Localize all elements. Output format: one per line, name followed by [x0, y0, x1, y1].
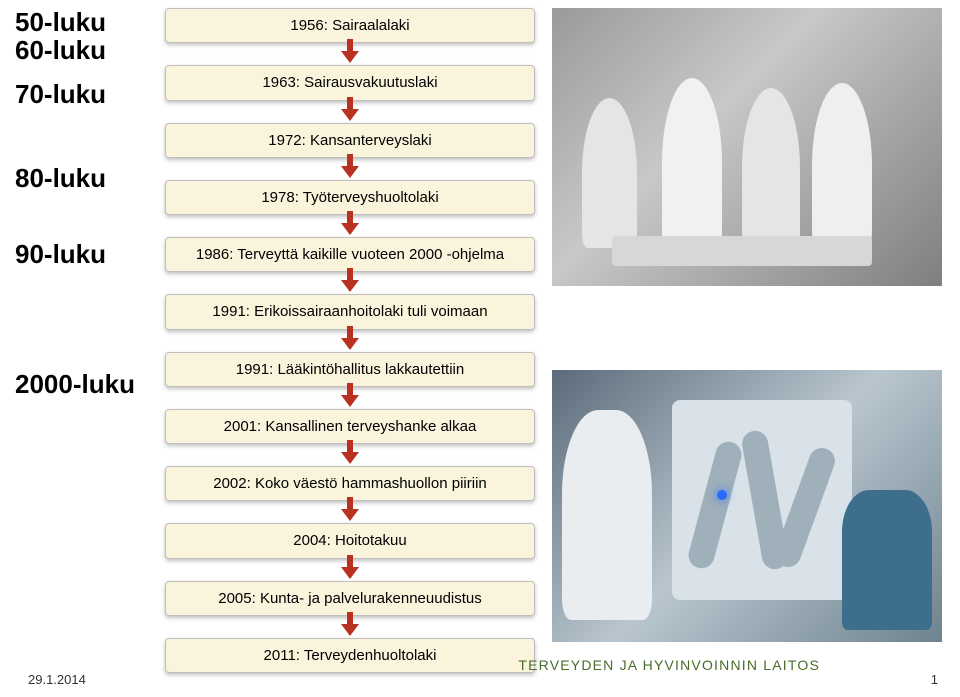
- timeline-item: 1963: Sairausvakuutuslaki: [165, 65, 535, 100]
- timeline-bar: 2004: Hoitotakuu: [165, 523, 535, 558]
- footer-brand: TERVEYDEN JA HYVINVOINNIN LAITOS: [518, 657, 820, 673]
- footer-page-number: 1: [931, 672, 938, 687]
- timeline-bar: 1991: Erikoissairaanhoitolaki tuli voima…: [165, 294, 535, 329]
- timeline-item: 1986: Terveyttä kaikille vuoteen 2000 -o…: [165, 237, 535, 272]
- timeline-item: 2011: Terveydenhuoltolaki: [165, 638, 535, 673]
- timeline-bar: 1972: Kansanterveyslaki: [165, 123, 535, 158]
- decade-label: 2000-luku: [15, 370, 135, 399]
- historical-photo: [552, 8, 942, 286]
- timeline-bar: 2002: Koko väestö hammashuollon piiriin: [165, 466, 535, 501]
- decade-label: 50-luku: [15, 8, 106, 37]
- timeline-item: 1956: Sairaalalaki: [165, 8, 535, 43]
- modern-photo: [552, 370, 942, 642]
- arrow-down-icon: [341, 624, 359, 636]
- arrow-down-icon: [341, 395, 359, 407]
- timeline-item: 1991: Erikoissairaanhoitolaki tuli voima…: [165, 294, 535, 329]
- timeline-bar: 1978: Työterveyshuoltolaki: [165, 180, 535, 215]
- timeline-bar: 1986: Terveyttä kaikille vuoteen 2000 -o…: [165, 237, 535, 272]
- timeline-item: 2002: Koko väestö hammashuollon piiriin: [165, 466, 535, 501]
- timeline-bar: 1963: Sairausvakuutuslaki: [165, 65, 535, 100]
- arrow-down-icon: [341, 280, 359, 292]
- timeline-item: 2005: Kunta- ja palvelurakenneuudistus: [165, 581, 535, 616]
- timeline-bar: 2005: Kunta- ja palvelurakenneuudistus: [165, 581, 535, 616]
- arrow-down-icon: [341, 51, 359, 63]
- arrow-down-icon: [341, 452, 359, 464]
- timeline-item: 1972: Kansanterveyslaki: [165, 123, 535, 158]
- arrow-down-icon: [341, 166, 359, 178]
- timeline-item: 1978: Työterveyshuoltolaki: [165, 180, 535, 215]
- timeline-bar: 1956: Sairaalalaki: [165, 8, 535, 43]
- timeline-bar: 1991: Lääkintöhallitus lakkautettiin: [165, 352, 535, 387]
- arrow-down-icon: [341, 509, 359, 521]
- decade-label: 80-luku: [15, 164, 106, 193]
- timeline-bar: 2001: Kansallinen terveyshanke alkaa: [165, 409, 535, 444]
- decade-label: 70-luku: [15, 80, 106, 109]
- arrow-down-icon: [341, 109, 359, 121]
- arrow-down-icon: [341, 567, 359, 579]
- decade-labels: 50-luku60-luku70-luku80-luku90-luku2000-…: [0, 0, 155, 8]
- timeline: 1956: Sairaalalaki 1963: Sairausvakuutusl…: [165, 8, 535, 695]
- decade-label: 60-luku: [15, 36, 106, 65]
- timeline-bar: 2011: Terveydenhuoltolaki: [165, 638, 535, 673]
- timeline-item: 2001: Kansallinen terveyshanke alkaa: [165, 409, 535, 444]
- timeline-item: 1991: Lääkintöhallitus lakkautettiin: [165, 352, 535, 387]
- timeline-item: 2004: Hoitotakuu: [165, 523, 535, 558]
- arrow-down-icon: [341, 223, 359, 235]
- footer-date: 29.1.2014: [28, 672, 86, 687]
- decade-label: 90-luku: [15, 240, 106, 269]
- arrow-down-icon: [341, 338, 359, 350]
